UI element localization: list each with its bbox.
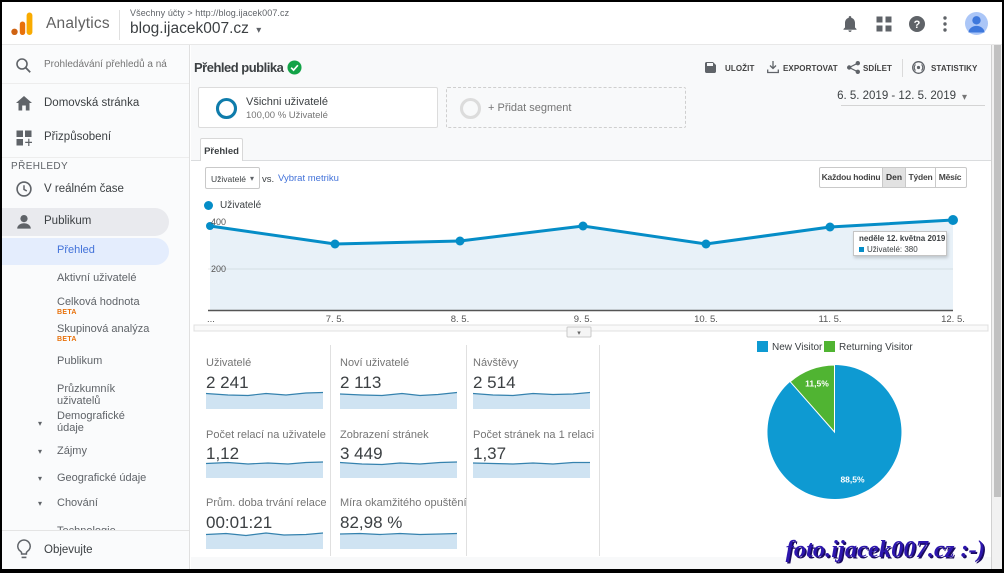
svg-text:7. 5.: 7. 5. (326, 314, 345, 325)
svg-text:11. 5.: 11. 5. (818, 314, 841, 325)
svg-text:12. 5.: 12. 5. (941, 314, 965, 325)
svg-text:?: ? (914, 19, 921, 31)
svg-text:9. 5.: 9. 5. (574, 314, 593, 325)
svg-text:▾: ▾ (577, 330, 581, 337)
svg-text:200: 200 (211, 264, 226, 274)
svg-text:88,5%: 88,5% (840, 475, 865, 485)
svg-text:10. 5.: 10. 5. (694, 314, 718, 325)
svg-text:...: ... (207, 314, 215, 325)
svg-text:11,5%: 11,5% (805, 379, 829, 389)
svg-text:8. 5.: 8. 5. (451, 314, 470, 325)
svg-text:400: 400 (211, 217, 226, 227)
